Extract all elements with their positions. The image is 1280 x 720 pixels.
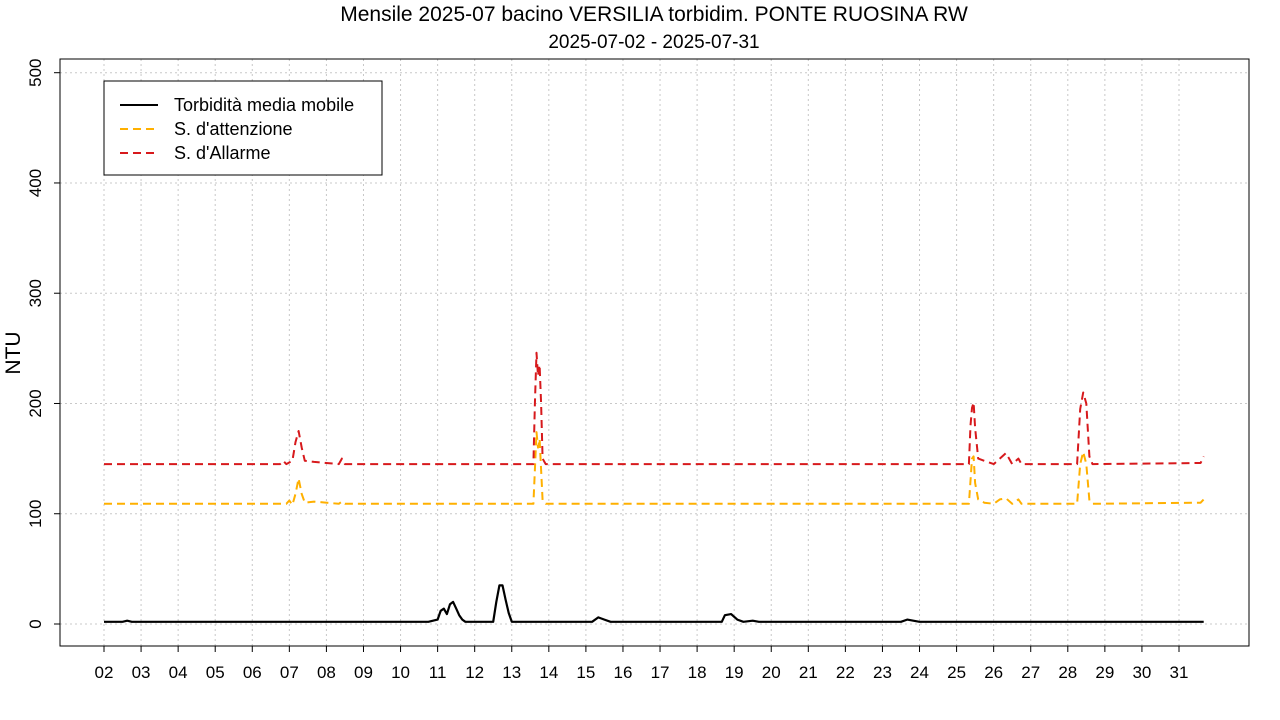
x-tick-label: 15: [576, 663, 595, 682]
y-tick-label: 400: [26, 169, 45, 197]
x-tick-label: 30: [1132, 663, 1151, 682]
x-tick-label: 19: [725, 663, 744, 682]
x-tick-label: 05: [206, 663, 225, 682]
x-tick-label: 22: [836, 663, 855, 682]
series-line-0: [104, 584, 1204, 623]
series-line-2: [104, 351, 1205, 466]
chart-subtitle: 2025-07-02 - 2025-07-31: [548, 32, 759, 53]
series-line-1: [104, 431, 1205, 506]
y-tick-label: 500: [26, 59, 45, 87]
x-tick-label: 09: [354, 663, 373, 682]
x-tick-label: 20: [762, 663, 781, 682]
x-tick-label: 02: [95, 663, 114, 682]
y-tick-label: 100: [26, 500, 45, 528]
x-tick-label: 29: [1095, 663, 1114, 682]
grid: [60, 59, 1249, 646]
legend: Torbidità media mobile S. d'attenzione S. …: [103, 80, 383, 176]
x-tick-label: 13: [502, 663, 521, 682]
x-tick-label: 07: [280, 663, 299, 682]
legend-label: S. d'Allarme: [174, 143, 270, 163]
x-tick-label: 17: [651, 663, 670, 682]
plot-border: [59, 58, 1250, 647]
x-tick-label: 26: [984, 663, 1003, 682]
x-tick-label: 23: [873, 663, 892, 682]
y-axis: 0 100 200 300 400 500: [26, 59, 60, 629]
x-tick-label: 27: [1021, 663, 1040, 682]
x-axis: 02 03 04 05 06 07 08 09 10 11 12 13 14 15 16 17 18 19 20 21…: [95, 646, 1189, 682]
x-tick-label: 24: [910, 663, 929, 682]
x-tick-label: 08: [317, 663, 336, 682]
x-tick-label: 25: [947, 663, 966, 682]
legend-label: Torbidità media mobile: [174, 95, 354, 115]
x-tick-label: 03: [132, 663, 151, 682]
y-axis-label: NTU: [2, 331, 25, 374]
x-tick-label: 18: [688, 663, 707, 682]
x-tick-label: 28: [1058, 663, 1077, 682]
x-tick-label: 06: [243, 663, 262, 682]
x-tick-label: 11: [429, 663, 447, 682]
y-tick-label: 0: [26, 619, 45, 628]
x-tick-label: 14: [539, 663, 558, 682]
x-tick-label: 31: [1170, 663, 1189, 682]
x-tick-label: 21: [799, 663, 818, 682]
plot-area: [104, 351, 1205, 623]
x-tick-label: 10: [391, 663, 410, 682]
x-tick-label: 16: [614, 663, 633, 682]
x-tick-label: 04: [169, 663, 188, 682]
y-tick-label: 200: [26, 389, 45, 417]
y-tick-label: 300: [26, 279, 45, 307]
x-tick-label: 12: [465, 663, 484, 682]
legend-label: S. d'attenzione: [174, 119, 293, 139]
chart-title: Mensile 2025-07 bacino VERSILIA torbidim…: [340, 3, 968, 26]
